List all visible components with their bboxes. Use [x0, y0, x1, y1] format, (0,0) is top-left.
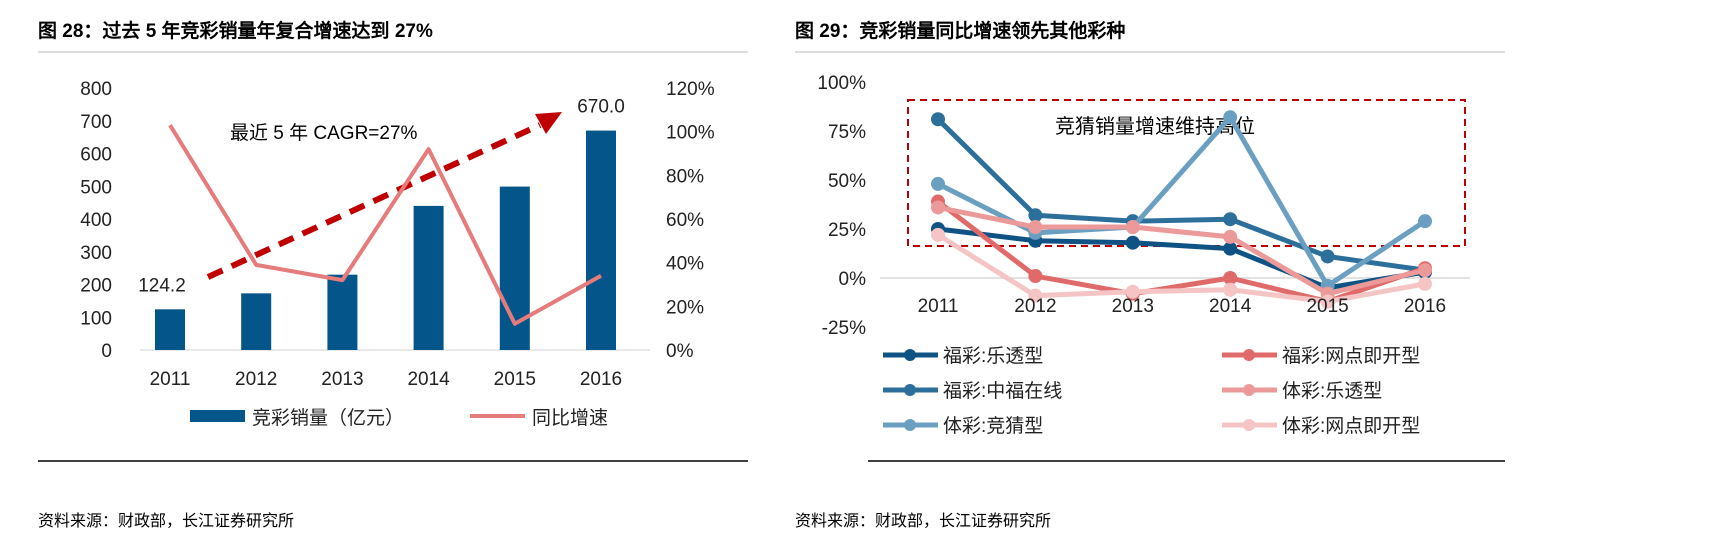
chart-1-growth-line — [168, 124, 602, 326]
chart-2-point — [1418, 276, 1432, 291]
chart-1-left-tick-label: 200 — [80, 276, 112, 297]
chart-2-legend-marker — [904, 384, 916, 396]
chart-1-left-tick-label: 300 — [80, 243, 112, 264]
chart-2-x-tick-label: 2013 — [1112, 296, 1154, 317]
chart-2-y-tick-label: 50% — [828, 171, 866, 192]
chart-2-legend-marker — [1243, 349, 1255, 361]
chart-2-point — [1028, 220, 1043, 235]
chart-2-y-tick-label: 25% — [828, 220, 866, 241]
chart-2-point — [1418, 263, 1432, 278]
chart-1-left-tick-label: 600 — [80, 145, 112, 166]
chart-1-left-tick-label: 100 — [80, 308, 112, 329]
chart-2-point — [1028, 208, 1043, 223]
chart-2-point — [1223, 229, 1238, 244]
chart-1-bar — [413, 205, 444, 350]
chart-2-series-line — [937, 226, 1426, 291]
chart-2-legend-marker — [904, 349, 916, 361]
chart-2-y-tick-label: 100% — [817, 73, 866, 94]
chart-1-x-tick-label: 2013 — [321, 369, 363, 390]
chart-2-point — [1320, 294, 1335, 309]
chart-1-left-tick-label: 500 — [80, 177, 112, 198]
chart-1-cagr-arrowhead-icon — [535, 112, 562, 134]
chart-1-right-tick-label: 60% — [666, 210, 704, 231]
chart-2-title: 图 29：竞彩销量同比增速领先其他彩种 — [795, 19, 1125, 42]
chart-2-series-line — [936, 232, 1426, 305]
chart-2-point — [1223, 271, 1238, 285]
chart-1-right-tick-label: 80% — [666, 166, 704, 187]
chart-1-right-tick-label: 100% — [666, 123, 715, 144]
chart-1-x-tick-label: 2012 — [235, 369, 277, 390]
chart-2-point — [1223, 241, 1238, 256]
chart-1-right-tick-label: 0% — [666, 341, 694, 362]
chart-2-annotation: 竞猜销量增速维持高位 — [1055, 115, 1255, 138]
chart-2-legend-marker — [1243, 384, 1255, 396]
chart-2-legend-label: 福彩:中福在线 — [943, 380, 1062, 402]
chart-2-legend-label: 体彩:网点即开型 — [1282, 415, 1420, 437]
chart-1-data-label: 670.0 — [577, 97, 625, 118]
chart-1-x-tick-label: 2014 — [407, 369, 450, 390]
chart-2-source: 资料来源：财政部，长江证券研究所 — [795, 512, 1051, 530]
chart-2-series-line — [936, 117, 1426, 273]
chart-1-cagr-annotation: 最近 5 年 CAGR=27% — [230, 122, 418, 144]
chart-1-left-tick-label: 700 — [80, 112, 112, 133]
chart-2-point — [1223, 212, 1238, 227]
chart-1-x-tick-label: 2011 — [150, 369, 191, 390]
legend-bar-swatch — [190, 410, 245, 422]
chart-2-legend-marker — [1243, 419, 1255, 431]
chart-2-point — [1125, 284, 1140, 299]
chart-2-legend-label: 体彩:乐透型 — [1282, 380, 1382, 402]
chart-1-cagr-arrow-shaft — [206, 122, 542, 280]
chart-2-point — [931, 112, 945, 127]
chart-1-title: 图 28：过去 5 年竞彩销量年复合增速达到 27% — [38, 19, 433, 42]
chart-1-bar — [327, 274, 358, 350]
chart-2-legend-label: 福彩:网点即开型 — [1282, 345, 1420, 367]
chart-2-y-tick-label: 0% — [839, 269, 867, 290]
legend-bar-label: 竞彩销量（亿元） — [252, 407, 404, 429]
chart-2-point — [1223, 282, 1238, 297]
chart-2-point — [931, 200, 945, 215]
chart-1-x-tick-label: 2016 — [580, 369, 622, 390]
chart-1-bar — [241, 293, 272, 350]
chart-2-legend-label: 福彩:乐透型 — [943, 345, 1043, 367]
chart-1-left-tick-label: 400 — [80, 210, 112, 231]
chart-2-point — [1320, 249, 1335, 264]
chart-1-x-tick-label: 2015 — [494, 369, 536, 390]
chart-2-y-tick-label: 75% — [828, 122, 866, 143]
chart-1-source: 资料来源：财政部，长江证券研究所 — [38, 512, 294, 530]
chart-2-y-tick-label: -25% — [822, 318, 866, 339]
chart-2-legend-marker — [904, 419, 916, 431]
chart-2-legend-label: 体彩:竞猜型 — [943, 415, 1043, 437]
chart-2-point — [1223, 110, 1238, 125]
chart-1-right-tick-label: 20% — [666, 297, 704, 318]
chart-1-left-tick-label: 0 — [101, 341, 112, 362]
chart-2-x-tick-label: 2011 — [918, 296, 959, 317]
chart-2-point — [1125, 220, 1140, 235]
chart-1-bar — [155, 309, 185, 350]
chart-2-point — [1028, 288, 1043, 303]
chart-1-right-tick-label: 120% — [666, 79, 715, 100]
chart-1-left-tick-label: 800 — [80, 79, 112, 100]
chart-2-x-tick-label: 2014 — [1209, 296, 1252, 317]
chart-1-right-tick-label: 40% — [666, 254, 704, 275]
chart-2-x-tick-label: 2016 — [1404, 296, 1446, 317]
legend-line-label: 同比增速 — [532, 407, 608, 429]
chart-2-point — [931, 227, 945, 242]
chart-1-data-label: 124.2 — [138, 275, 186, 296]
chart-2-x-tick-label: 2015 — [1306, 296, 1348, 317]
chart-2-series-line — [937, 204, 1426, 297]
chart-2-point — [1418, 214, 1432, 229]
chart-2-point — [1125, 235, 1140, 250]
chart-2-series-line — [936, 199, 1426, 305]
chart-2-highlight-box — [907, 99, 1466, 247]
chart-2-x-tick-label: 2012 — [1014, 296, 1056, 317]
chart-2-point — [1028, 269, 1043, 284]
chart-2-point — [931, 176, 945, 191]
chart-1-bar — [586, 130, 616, 350]
